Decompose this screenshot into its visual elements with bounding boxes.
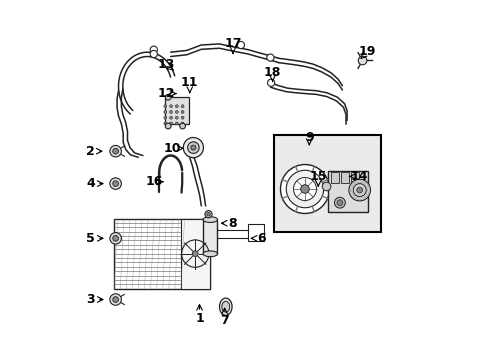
Text: 11: 11 xyxy=(181,76,198,89)
Circle shape xyxy=(150,46,157,53)
Circle shape xyxy=(179,123,185,129)
Circle shape xyxy=(348,179,370,201)
Text: 18: 18 xyxy=(264,66,281,78)
Ellipse shape xyxy=(222,301,229,312)
Circle shape xyxy=(175,122,178,125)
Circle shape xyxy=(113,148,118,154)
Text: 14: 14 xyxy=(349,170,367,183)
Bar xyxy=(327,171,367,212)
Circle shape xyxy=(113,235,118,241)
Circle shape xyxy=(183,138,203,158)
Circle shape xyxy=(163,105,166,108)
Text: 1: 1 xyxy=(195,312,203,325)
Bar xyxy=(247,224,264,241)
Circle shape xyxy=(187,142,199,153)
Ellipse shape xyxy=(219,298,232,315)
Bar xyxy=(203,220,217,254)
Circle shape xyxy=(206,212,210,216)
Circle shape xyxy=(169,122,172,125)
Circle shape xyxy=(358,56,366,65)
Circle shape xyxy=(110,294,121,305)
Circle shape xyxy=(181,122,183,125)
Bar xyxy=(340,172,348,183)
Text: 3: 3 xyxy=(86,293,95,306)
Circle shape xyxy=(237,41,244,49)
Circle shape xyxy=(110,178,121,189)
Text: 12: 12 xyxy=(157,87,174,100)
Circle shape xyxy=(110,233,121,244)
Text: 2: 2 xyxy=(86,145,95,158)
Circle shape xyxy=(266,54,273,61)
Circle shape xyxy=(165,123,171,129)
Circle shape xyxy=(280,165,329,213)
Bar xyxy=(273,135,381,232)
Circle shape xyxy=(113,181,118,186)
Circle shape xyxy=(169,116,172,119)
Circle shape xyxy=(190,145,196,150)
Circle shape xyxy=(113,297,118,302)
Circle shape xyxy=(110,145,121,157)
Circle shape xyxy=(356,187,362,193)
Circle shape xyxy=(150,50,157,58)
Text: 7: 7 xyxy=(220,314,228,327)
Circle shape xyxy=(163,111,166,113)
Circle shape xyxy=(267,79,274,86)
Circle shape xyxy=(165,94,171,100)
Ellipse shape xyxy=(203,217,217,222)
Text: 17: 17 xyxy=(224,37,241,50)
Circle shape xyxy=(300,185,309,193)
Bar xyxy=(181,219,209,289)
Circle shape xyxy=(169,105,172,108)
Circle shape xyxy=(336,200,342,206)
Text: 15: 15 xyxy=(309,170,326,183)
Text: 6: 6 xyxy=(257,232,265,245)
Circle shape xyxy=(163,122,166,125)
Bar xyxy=(164,97,189,124)
Text: 5: 5 xyxy=(86,232,95,245)
Bar xyxy=(330,172,338,183)
Circle shape xyxy=(334,197,345,208)
Bar xyxy=(114,219,209,289)
Text: 13: 13 xyxy=(157,58,174,71)
Circle shape xyxy=(352,184,366,197)
Text: 4: 4 xyxy=(86,177,95,190)
Bar xyxy=(350,172,358,183)
Text: 10: 10 xyxy=(163,142,181,155)
Text: 16: 16 xyxy=(145,175,162,188)
Text: 19: 19 xyxy=(358,45,376,58)
Circle shape xyxy=(175,105,178,108)
Circle shape xyxy=(192,251,198,256)
Ellipse shape xyxy=(203,251,217,257)
Text: 8: 8 xyxy=(228,217,237,230)
Text: 9: 9 xyxy=(305,131,313,144)
Circle shape xyxy=(204,211,212,218)
Circle shape xyxy=(163,116,166,119)
Circle shape xyxy=(322,182,330,191)
Circle shape xyxy=(293,177,316,201)
Circle shape xyxy=(285,170,323,208)
Circle shape xyxy=(181,111,183,113)
Circle shape xyxy=(181,105,183,108)
Circle shape xyxy=(181,116,183,119)
Circle shape xyxy=(175,116,178,119)
Circle shape xyxy=(175,111,178,113)
Circle shape xyxy=(169,111,172,113)
